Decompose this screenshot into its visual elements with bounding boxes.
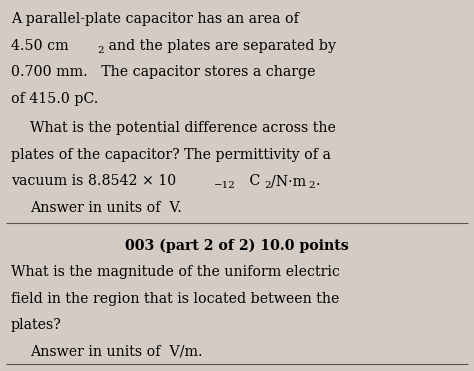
Text: vacuum is 8.8542 × 10: vacuum is 8.8542 × 10 — [11, 174, 176, 188]
Text: 2: 2 — [97, 46, 104, 55]
Text: field in the region that is located between the: field in the region that is located betw… — [11, 292, 339, 306]
Text: 2: 2 — [309, 181, 315, 190]
Text: 4.50 cm: 4.50 cm — [11, 39, 68, 53]
Text: /N·m: /N·m — [271, 174, 306, 188]
Text: .: . — [316, 174, 320, 188]
Text: 003 (part 2 of 2) 10.0 points: 003 (part 2 of 2) 10.0 points — [125, 239, 349, 253]
Text: What is the magnitude of the uniform electric: What is the magnitude of the uniform ele… — [11, 265, 340, 279]
Text: −12: −12 — [214, 181, 236, 190]
Text: plates of the capacitor? The permittivity of a: plates of the capacitor? The permittivit… — [11, 148, 331, 162]
Text: 0.700 mm.   The capacitor stores a charge: 0.700 mm. The capacitor stores a charge — [11, 65, 315, 79]
Text: of 415.0 pC.: of 415.0 pC. — [11, 92, 98, 106]
Text: C: C — [245, 174, 260, 188]
Text: and the plates are separated by: and the plates are separated by — [104, 39, 336, 53]
Text: What is the potential difference across the: What is the potential difference across … — [30, 121, 336, 135]
Text: plates?: plates? — [11, 318, 62, 332]
Text: Answer in units of  V.: Answer in units of V. — [30, 201, 182, 215]
Text: 2: 2 — [264, 181, 271, 190]
Text: A parallel-plate capacitor has an area of: A parallel-plate capacitor has an area o… — [11, 13, 299, 26]
Text: Answer in units of  V/m.: Answer in units of V/m. — [30, 345, 202, 359]
